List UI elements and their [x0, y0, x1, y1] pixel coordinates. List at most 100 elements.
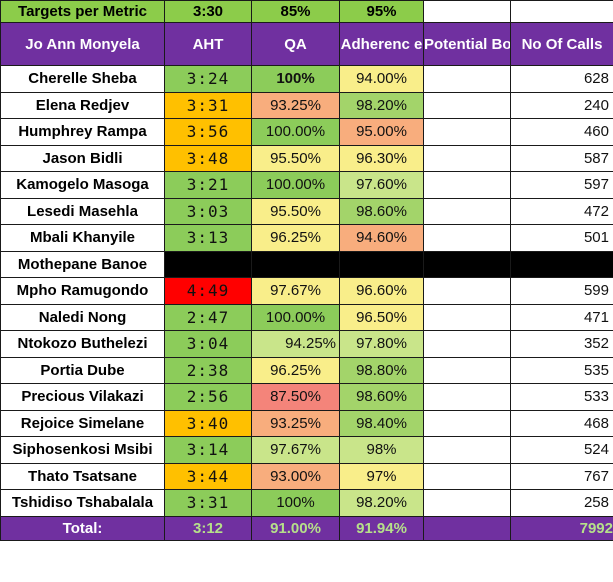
aht-cell[interactable]: 2:38 — [164, 356, 252, 384]
adherence-cell[interactable]: 98.20% — [339, 489, 424, 517]
header-calls[interactable]: No Of Calls — [510, 22, 613, 66]
agent-name-cell[interactable]: Cherelle Sheba — [0, 65, 165, 93]
aht-cell[interactable]: 3:56 — [164, 118, 252, 146]
potential-bonus-cell[interactable] — [423, 409, 511, 437]
target-adherence[interactable]: 95% — [339, 0, 424, 23]
potential-bonus-cell[interactable] — [423, 197, 511, 225]
agent-name-cell[interactable]: Lesedi Masehla — [0, 197, 165, 225]
adherence-cell[interactable]: 98.60% — [339, 383, 424, 411]
potential-bonus-cell[interactable] — [423, 91, 511, 119]
potential-bonus-cell[interactable] — [423, 171, 511, 199]
aht-cell[interactable]: 3:21 — [164, 171, 252, 199]
agent-name-cell[interactable]: Mpho Ramugondo — [0, 277, 165, 305]
header-team-lead[interactable]: Jo Ann Monyela — [0, 22, 165, 66]
aht-cell[interactable]: 3:31 — [164, 91, 252, 119]
header-qa[interactable]: QA — [251, 22, 340, 66]
qa-cell[interactable]: 95.50% — [251, 144, 340, 172]
potential-bonus-cell[interactable] — [423, 144, 511, 172]
calls-cell[interactable]: 535 — [510, 356, 613, 384]
qa-cell[interactable]: 100.00% — [251, 303, 340, 331]
agent-name-cell[interactable]: Jason Bidli — [0, 144, 165, 172]
total-label[interactable]: Total: — [0, 515, 165, 541]
total-aht[interactable]: 3:12 — [164, 515, 252, 541]
calls-cell[interactable]: 501 — [510, 224, 613, 252]
agent-name-cell[interactable]: Mbali Khanyile — [0, 224, 165, 252]
qa-cell[interactable]: 100% — [251, 65, 340, 93]
agent-name-cell[interactable]: Rejoice Simelane — [0, 409, 165, 437]
aht-cell[interactable]: 3:40 — [164, 409, 252, 437]
adherence-cell[interactable]: 98.60% — [339, 197, 424, 225]
total-bonus-cell[interactable] — [423, 515, 511, 541]
potential-bonus-cell[interactable] — [423, 250, 511, 278]
adherence-cell[interactable]: 98.80% — [339, 356, 424, 384]
calls-cell[interactable]: 460 — [510, 118, 613, 146]
potential-bonus-cell[interactable] — [423, 489, 511, 517]
calls-cell[interactable]: 533 — [510, 383, 613, 411]
adherence-cell[interactable]: 95.00% — [339, 118, 424, 146]
agent-name-cell[interactable]: Elena Redjev — [0, 91, 165, 119]
agent-name-cell[interactable]: Kamogelo Masoga — [0, 171, 165, 199]
adherence-cell[interactable]: 97.80% — [339, 330, 424, 358]
aht-cell[interactable]: 3:13 — [164, 224, 252, 252]
agent-name-cell[interactable]: Humphrey Rampa — [0, 118, 165, 146]
qa-cell[interactable]: 100% — [251, 489, 340, 517]
calls-cell[interactable]: 597 — [510, 171, 613, 199]
qa-cell[interactable]: 93.25% — [251, 91, 340, 119]
target-empty-cell[interactable] — [423, 0, 511, 23]
target-aht[interactable]: 3:30 — [164, 0, 252, 23]
qa-cell[interactable]: 95.50% — [251, 197, 340, 225]
target-qa[interactable]: 85% — [251, 0, 340, 23]
agent-name-cell[interactable]: Precious Vilakazi — [0, 383, 165, 411]
agent-name-cell[interactable]: Mothepane Banoe — [0, 250, 165, 278]
aht-cell[interactable]: 3:04 — [164, 330, 252, 358]
potential-bonus-cell[interactable] — [423, 224, 511, 252]
agent-name-cell[interactable]: Tshidiso Tshabalala — [0, 489, 165, 517]
calls-cell[interactable]: 258 — [510, 489, 613, 517]
adherence-cell[interactable]: 98% — [339, 436, 424, 464]
qa-cell[interactable]: 96.25% — [251, 224, 340, 252]
calls-cell[interactable]: 471 — [510, 303, 613, 331]
adherence-cell[interactable]: 94.00% — [339, 65, 424, 93]
aht-cell[interactable]: 3:48 — [164, 144, 252, 172]
adherence-cell[interactable] — [339, 250, 424, 278]
potential-bonus-cell[interactable] — [423, 65, 511, 93]
qa-cell[interactable]: 97.67% — [251, 436, 340, 464]
calls-cell[interactable]: 524 — [510, 436, 613, 464]
adherence-cell[interactable]: 97% — [339, 462, 424, 490]
total-adherence[interactable]: 91.94% — [339, 515, 424, 541]
qa-cell[interactable]: 93.00% — [251, 462, 340, 490]
header-potential-bonus[interactable]: Potential Bonus — [423, 22, 511, 66]
aht-cell[interactable]: 3:44 — [164, 462, 252, 490]
potential-bonus-cell[interactable] — [423, 303, 511, 331]
qa-cell[interactable]: 100.00% — [251, 118, 340, 146]
potential-bonus-cell[interactable] — [423, 277, 511, 305]
calls-cell[interactable]: 472 — [510, 197, 613, 225]
agent-name-cell[interactable]: Naledi Nong — [0, 303, 165, 331]
aht-cell[interactable]: 2:47 — [164, 303, 252, 331]
adherence-cell[interactable]: 96.60% — [339, 277, 424, 305]
aht-cell[interactable]: 3:14 — [164, 436, 252, 464]
agent-name-cell[interactable]: Portia Dube — [0, 356, 165, 384]
aht-cell[interactable] — [164, 250, 252, 278]
aht-cell[interactable]: 2:56 — [164, 383, 252, 411]
adherence-cell[interactable]: 98.40% — [339, 409, 424, 437]
header-adherence[interactable]: Adherenc e — [339, 22, 424, 66]
calls-cell[interactable]: 767 — [510, 462, 613, 490]
calls-cell[interactable]: 468 — [510, 409, 613, 437]
potential-bonus-cell[interactable] — [423, 118, 511, 146]
potential-bonus-cell[interactable] — [423, 436, 511, 464]
qa-cell[interactable] — [251, 250, 340, 278]
aht-cell[interactable]: 4:49 — [164, 277, 252, 305]
total-qa[interactable]: 91.00% — [251, 515, 340, 541]
agent-name-cell[interactable]: Thato Tsatsane — [0, 462, 165, 490]
qa-cell[interactable]: 93.25% — [251, 409, 340, 437]
qa-cell[interactable]: 96.25% — [251, 356, 340, 384]
adherence-cell[interactable]: 97.60% — [339, 171, 424, 199]
calls-cell[interactable]: 628 — [510, 65, 613, 93]
aht-cell[interactable]: 3:31 — [164, 489, 252, 517]
agent-name-cell[interactable]: Siphosenkosi Msibi — [0, 436, 165, 464]
adherence-cell[interactable]: 98.20% — [339, 91, 424, 119]
qa-cell[interactable]: 97.67% — [251, 277, 340, 305]
qa-cell[interactable]: 87.50% — [251, 383, 340, 411]
adherence-cell[interactable]: 96.30% — [339, 144, 424, 172]
